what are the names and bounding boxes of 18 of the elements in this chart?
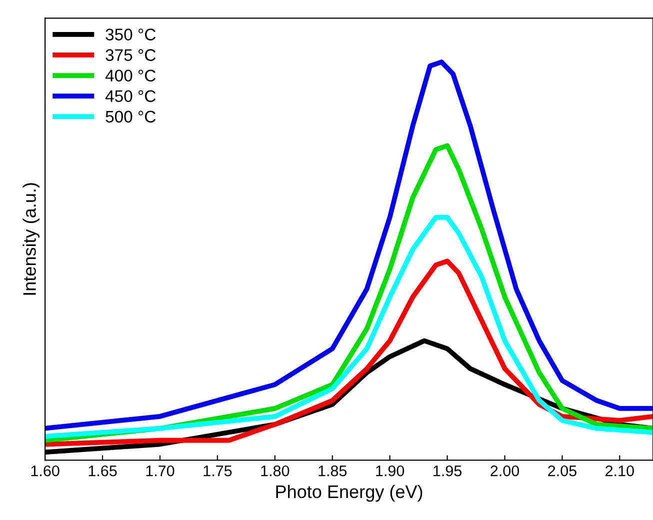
x-tick-label: 2.00 [490,465,520,476]
x-tick-label: 1.90 [376,465,404,476]
x-tick-label: 1.60 [31,465,60,476]
x-tick-label: 1.70 [146,465,174,476]
legend-label: 450 °C [105,90,156,102]
x-tick-label: 1.80 [261,465,290,476]
x-tick-label: 1.95 [434,465,462,476]
x-axis-title: Photo Energy (eV) [276,484,422,502]
y-axis-title: Intensity (a.u.) [22,183,40,295]
legend-label: 500 °C [106,110,156,123]
x-tick-label: 1.85 [318,465,347,476]
x-tick-label: 2.05 [548,465,576,476]
legend-label: 400 °C [105,70,156,82]
x-tick-label: 1.65 [88,465,117,476]
legend-label: 375 °C [106,49,156,61]
legend-label: 350 °C [106,28,156,40]
x-tick-label: 1.75 [204,466,232,476]
x-tick-label: 2.10 [606,465,634,476]
